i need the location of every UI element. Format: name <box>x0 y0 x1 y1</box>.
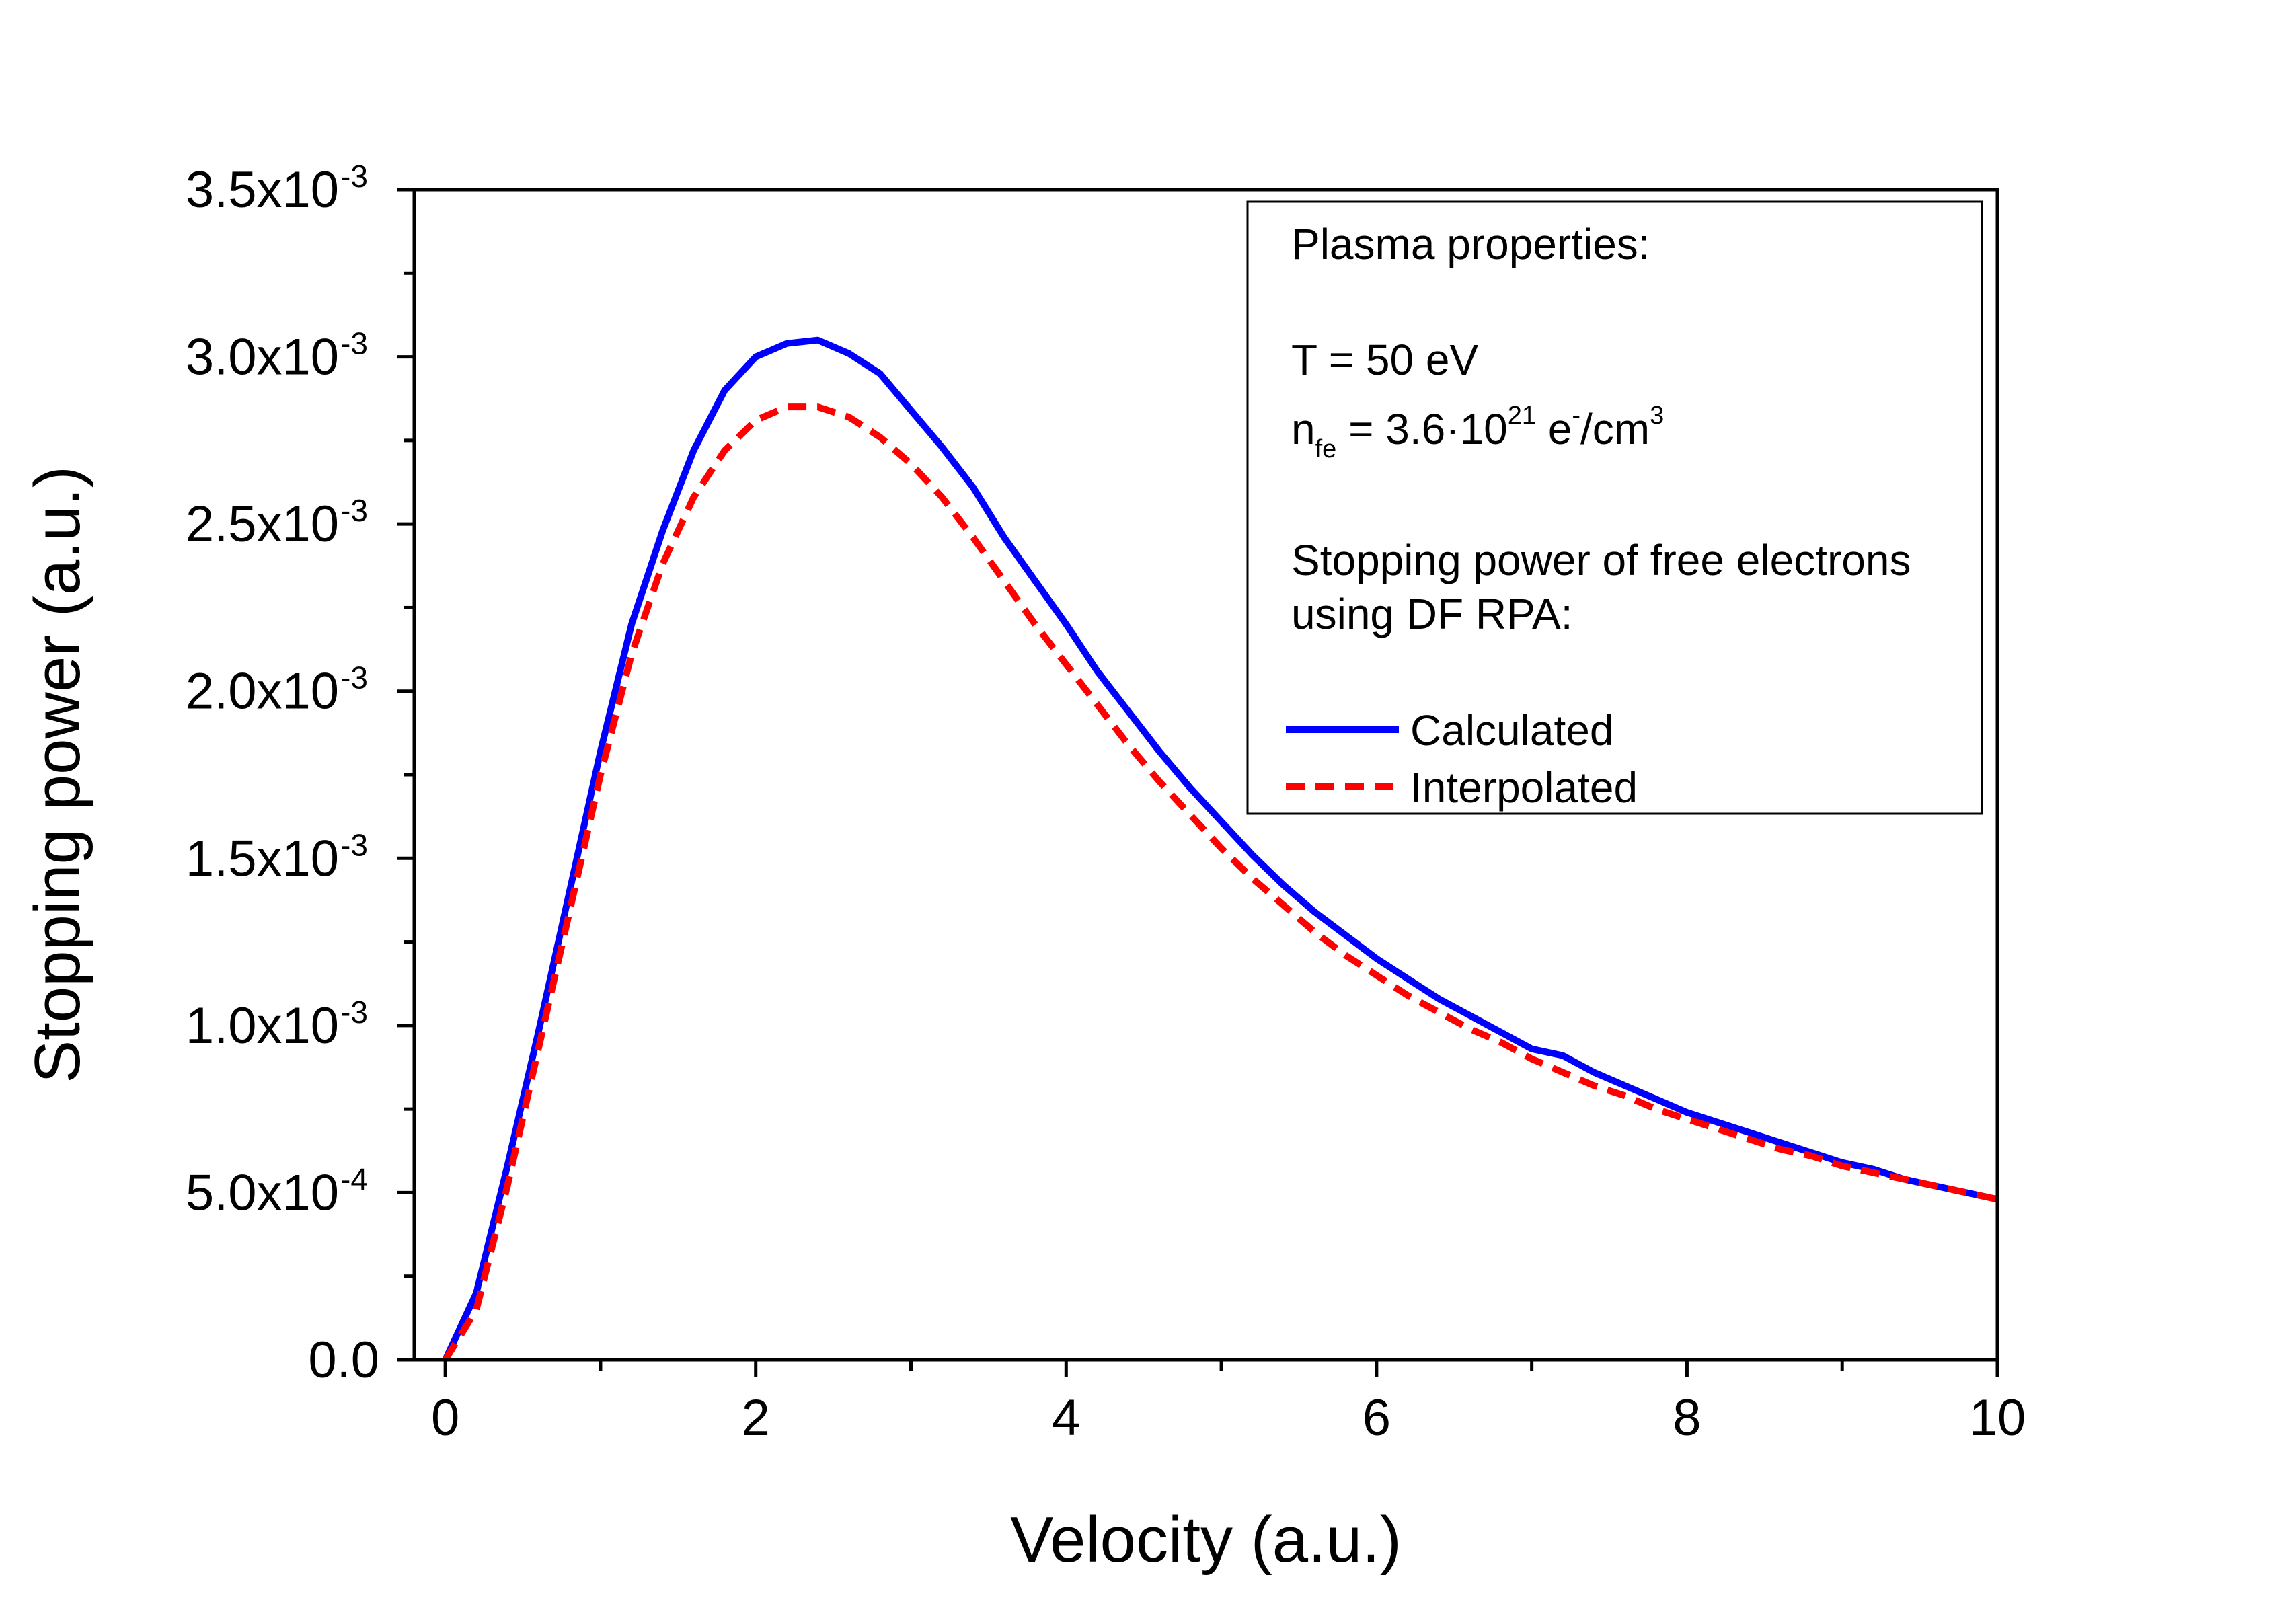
x-tick-label: 8 <box>1673 1389 1701 1447</box>
y-tick-label: 1.5x10 <box>186 830 339 887</box>
y-tick-mantissa: 0.0 <box>308 1332 379 1389</box>
y-tick-mantissa: 2.0x10 <box>186 663 339 720</box>
x-tick-label: 6 <box>1363 1389 1391 1447</box>
axis-ticks <box>397 188 1999 1377</box>
density-sub: fe <box>1315 435 1337 463</box>
legend-method-line2: using DF RPA: <box>1291 590 1573 638</box>
legend-method-line1: Stopping power of free electrons <box>1291 536 1911 584</box>
series-line-interpolated <box>442 404 1999 1362</box>
density-unit-rest: /cm <box>1580 405 1650 453</box>
y-tick-exponent: -3 <box>340 827 368 862</box>
x-tick-label: 10 <box>1969 1389 2026 1447</box>
y-tick-mantissa: 1.0x10 <box>186 997 339 1054</box>
y-tick-labels: 0.05.0x10 -41.0x10 -31.5x10 -32.0x10 -32.5x1… <box>186 159 379 1389</box>
density-value: = 3.6·10 <box>1336 405 1507 453</box>
x-tick-label: 0 <box>431 1389 459 1447</box>
y-tick-label: 1.0x10 <box>186 997 339 1054</box>
y-tick-exponent: -3 <box>340 660 368 695</box>
legend-label-interpolated: Interpolated <box>1410 763 1638 812</box>
legend-frame <box>1246 200 1983 815</box>
density-unit-e-sup: - <box>1572 401 1580 430</box>
y-tick-label: 0.0 <box>308 1332 379 1389</box>
density-unit-exp: 3 <box>1650 401 1664 430</box>
x-tick-label: 4 <box>1052 1389 1080 1447</box>
y-tick-exponent: -4 <box>340 1161 368 1196</box>
x-tick-labels: 0 2 4 6 8 10 <box>431 1389 2026 1447</box>
legend-heading: Plasma properties: <box>1291 220 1650 268</box>
density-exp: 21 <box>1508 401 1536 430</box>
y-tick-label: 3.5x10 <box>186 161 339 219</box>
legend-label-calculated: Calculated <box>1410 706 1613 755</box>
y-tick-mantissa: 2.5x10 <box>186 496 339 553</box>
density-unit-e: e <box>1536 405 1572 453</box>
y-tick-label: 2.5x10 <box>186 496 339 553</box>
series-line-calculated <box>442 336 1999 1362</box>
y-tick-label: 5.0x10 <box>186 1164 339 1221</box>
x-tick-label: 2 <box>742 1389 770 1447</box>
y-tick-mantissa: 1.5x10 <box>186 830 339 887</box>
y-tick-exponent: -3 <box>340 159 368 194</box>
legend-density: nfe = 3.6·1021 e-/cm3 <box>1291 401 1664 463</box>
y-tick-label: 3.0x10 <box>186 329 339 386</box>
series-layer <box>442 336 1999 1362</box>
y-tick-mantissa: 3.0x10 <box>186 329 339 386</box>
density-base: n <box>1291 405 1315 453</box>
y-tick-mantissa: 3.5x10 <box>186 161 339 219</box>
y-tick-mantissa: 5.0x10 <box>186 1164 339 1221</box>
y-tick-exponent: -3 <box>340 995 368 1030</box>
y-tick-exponent: -3 <box>340 493 368 528</box>
y-tick-exponent: -3 <box>340 326 368 361</box>
plot-frame <box>412 188 1999 1362</box>
legend: Plasma properties: T = 50 eV nfe = 3.6·1… <box>1246 200 1983 815</box>
y-tick-label: 2.0x10 <box>186 663 339 720</box>
legend-temperature: T = 50 eV <box>1291 336 1478 384</box>
y-axis-title: Stopping power (a.u.) <box>22 466 93 1083</box>
x-axis-title: Velocity (a.u.) <box>1010 1504 1402 1576</box>
